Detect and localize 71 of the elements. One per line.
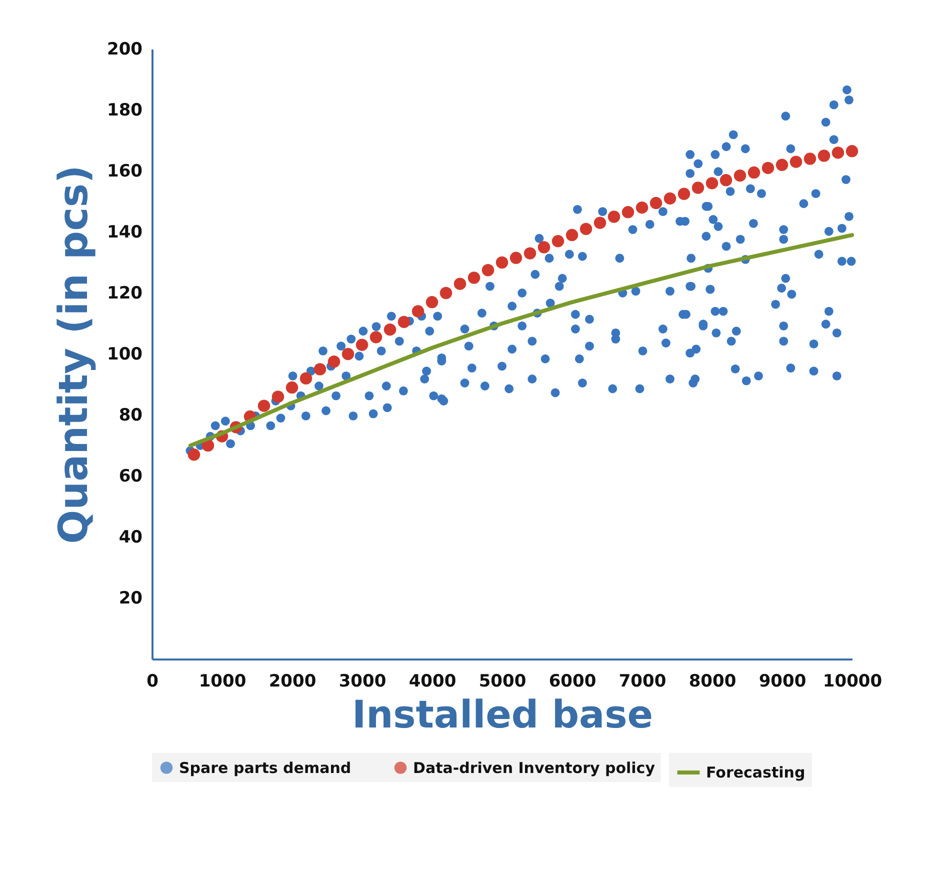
point xyxy=(678,188,690,200)
point xyxy=(412,305,424,318)
point xyxy=(692,182,704,194)
x-tick-label: 9000 xyxy=(758,672,806,692)
point xyxy=(706,177,718,190)
point xyxy=(734,169,746,182)
y-tick-label: 80 xyxy=(118,406,143,426)
point xyxy=(272,390,284,403)
point xyxy=(776,158,788,172)
x-tick-label: 5000 xyxy=(478,672,526,692)
point xyxy=(580,222,592,236)
y-tick-label: 120 xyxy=(107,284,143,304)
point xyxy=(832,146,844,159)
y-tick-label: 40 xyxy=(118,528,143,548)
y-tick-label: 100 xyxy=(107,344,143,364)
point xyxy=(426,296,438,308)
y-tick-label: 200 xyxy=(107,40,143,60)
x-tick-label: 10000 xyxy=(822,672,882,692)
point xyxy=(300,372,312,385)
point xyxy=(468,272,480,284)
x-tick-label: 7000 xyxy=(618,672,666,692)
point xyxy=(720,174,732,186)
point xyxy=(748,166,760,179)
y-tick-label: 60 xyxy=(118,466,143,486)
x-tick-label: 3000 xyxy=(338,672,386,692)
point xyxy=(818,150,830,162)
legend-label: Data-driven Inventory policy xyxy=(413,758,656,777)
point xyxy=(664,192,676,205)
x-tick-label: 1000 xyxy=(198,672,246,692)
point xyxy=(440,286,452,300)
x-tick-label: 6000 xyxy=(548,672,596,692)
point xyxy=(510,252,522,264)
point xyxy=(804,152,816,165)
point xyxy=(762,162,774,174)
point xyxy=(286,381,298,394)
point xyxy=(594,216,606,229)
x-axis-title: Installed base xyxy=(352,692,654,736)
y-tick-label: 20 xyxy=(118,588,143,608)
point xyxy=(608,210,620,223)
point xyxy=(384,323,396,336)
point xyxy=(636,201,648,214)
point xyxy=(790,156,802,168)
point xyxy=(258,400,270,412)
legend-label: Spare parts demand xyxy=(179,758,352,777)
x-tick-label: 4000 xyxy=(408,672,456,692)
point xyxy=(650,196,662,210)
point xyxy=(188,448,200,461)
point xyxy=(566,228,578,242)
point xyxy=(328,356,340,368)
point xyxy=(314,363,326,376)
point xyxy=(482,264,494,276)
point xyxy=(454,278,466,290)
y-tick-label: 140 xyxy=(107,222,143,242)
point xyxy=(496,256,508,269)
x-tick-label: 8000 xyxy=(688,672,736,692)
point xyxy=(356,338,368,351)
point xyxy=(846,145,858,158)
point xyxy=(524,247,536,260)
x-tick-label: 2000 xyxy=(268,672,316,692)
x-tick-label: 0 xyxy=(146,672,159,692)
point xyxy=(342,348,354,360)
y-axis-title: Quantity (in pcs) xyxy=(51,165,98,544)
point xyxy=(538,241,550,254)
point xyxy=(370,331,382,344)
point xyxy=(552,235,564,248)
legend-label: Forecasting xyxy=(706,764,806,782)
point xyxy=(202,439,214,452)
y-tick-label: 160 xyxy=(107,162,143,182)
point xyxy=(398,316,410,328)
y-tick-label: 180 xyxy=(107,100,143,120)
point xyxy=(622,206,634,218)
